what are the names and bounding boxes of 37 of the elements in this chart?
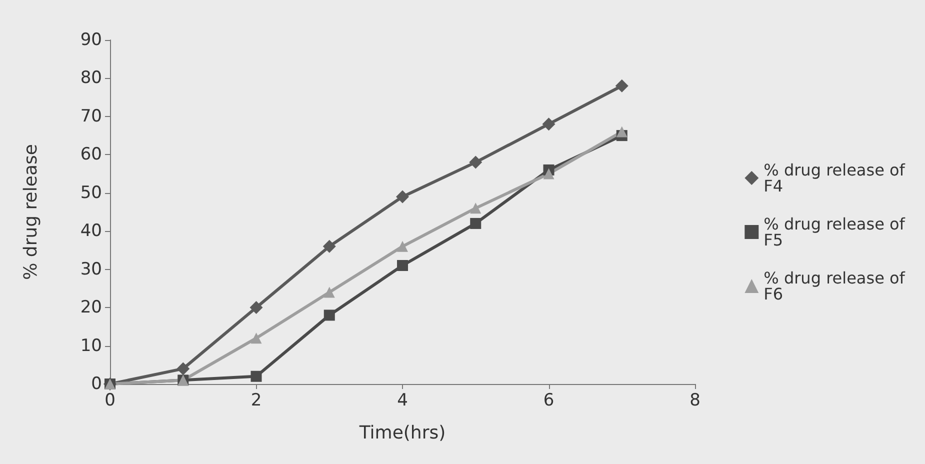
y-axis-title: % drug release (20, 144, 42, 280)
point (322, 240, 336, 253)
y-tick-label: 70 (80, 106, 102, 126)
y-tick-label: 50 (80, 182, 102, 203)
point (397, 260, 408, 272)
y-tick-label: 10 (80, 336, 102, 356)
x-tick-label: 6 (543, 390, 554, 410)
point (470, 218, 482, 229)
y-tick-label: 30 (80, 259, 102, 280)
point (470, 202, 482, 214)
x-tick-label: 2 (250, 390, 262, 410)
point (616, 126, 628, 138)
point (543, 168, 554, 180)
point (250, 370, 262, 382)
y-tick-label: 80 (80, 68, 102, 88)
x-axis-title: Time(hrs) (358, 422, 446, 444)
point (324, 310, 335, 321)
legend-label: % drug release of F6 (764, 268, 910, 304)
point (250, 301, 263, 314)
y-tick-label: 0 (91, 374, 102, 394)
point (396, 190, 409, 204)
point (542, 118, 556, 131)
y-tick-label: 20 (80, 298, 102, 318)
point (176, 362, 190, 376)
point (250, 332, 262, 344)
legend-label: % drug release of F5 (764, 214, 910, 250)
y-tick-label: 40 (80, 221, 102, 242)
point (615, 79, 628, 92)
y-tick-label: 60 (80, 144, 102, 165)
point (397, 240, 408, 252)
point (469, 156, 482, 169)
x-tick-label: 8 (690, 390, 700, 410)
point (324, 286, 335, 298)
y-tick-label: 90 (80, 30, 102, 50)
x-tick-label: 4 (397, 390, 408, 410)
x-tick-label: 0 (104, 390, 116, 410)
legend-label: % drug release of F4 (764, 160, 910, 196)
